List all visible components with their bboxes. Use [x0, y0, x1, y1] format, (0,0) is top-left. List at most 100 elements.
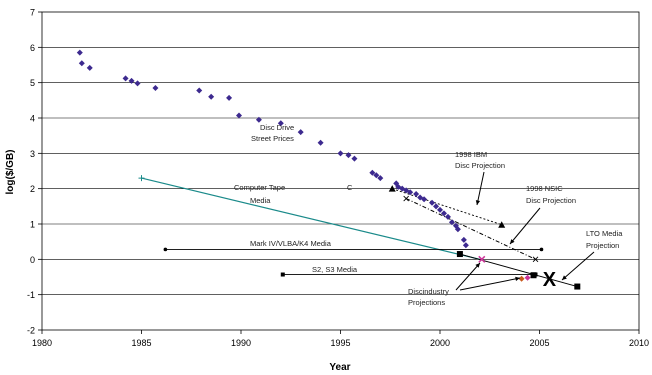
x-axis-ticks: 1980 1985 1990 1995 2000 2005 2010	[32, 330, 649, 348]
disc-price-point	[433, 203, 440, 210]
annot-lto-1: LTO Media	[586, 229, 623, 238]
disc-price-point	[448, 219, 455, 226]
nsic-arrow	[509, 207, 541, 245]
annot-nsic-2: Disc Projection	[526, 196, 576, 205]
disc-price-point	[78, 60, 85, 67]
lto-arrow	[561, 251, 595, 281]
disc-price-point	[255, 116, 262, 123]
annot-s2-s3: S2, S3 Media	[312, 265, 358, 274]
disc-price-point	[462, 242, 469, 249]
data-points: X	[76, 49, 581, 291]
disc-price-point	[76, 49, 83, 56]
annot-disc-drive-2: Street Prices	[251, 134, 294, 143]
y-tick-label: 7	[30, 8, 35, 18]
y-axis-label: log($/GB)	[5, 150, 16, 195]
annot-c: C	[347, 183, 353, 192]
x-tick-label: 1985	[131, 338, 151, 348]
discindustry-point	[478, 255, 486, 263]
disc-price-point	[369, 169, 376, 176]
disc-price-point	[373, 172, 380, 179]
discindustry-arrow-1-head	[475, 263, 480, 268]
y-tick-label: 1	[30, 220, 35, 230]
ibm-arrow	[476, 171, 485, 206]
y-axis-ticks: -2 -1 0 1 2 3 4 5 6 7	[27, 8, 42, 336]
disc-price-point	[351, 155, 358, 162]
annot-discindustry-2: Projections	[408, 298, 445, 307]
disc-price-point	[454, 226, 461, 233]
annot-nsic-1: 1998 NSIC	[526, 184, 563, 193]
x-axis-label: Year	[329, 362, 350, 373]
gridlines	[42, 47, 639, 295]
tape-start-marker	[138, 175, 145, 182]
disc-price-point	[444, 213, 451, 220]
y-tick-label: 3	[30, 149, 35, 159]
disc-price-point	[122, 75, 129, 82]
annot-disc-drive-1: Disc Drive	[260, 123, 294, 132]
annot-computer-tape-2: Media	[250, 196, 271, 205]
mark-iv-point	[163, 247, 168, 252]
disc-price-point	[152, 84, 159, 91]
lto-arrow-head	[562, 275, 567, 280]
y-tick-label: 2	[30, 184, 35, 194]
y-tick-label: -1	[27, 290, 35, 300]
x-tick-label: 2000	[430, 338, 450, 348]
y-tick-label: 4	[30, 114, 35, 124]
discindustry-arrow-2	[459, 277, 521, 291]
disc-price-point	[196, 87, 203, 94]
y-tick-label: 0	[30, 255, 35, 265]
disc-price-point	[208, 93, 215, 100]
annot-ibm-2: Disc Projection	[455, 161, 505, 170]
nsic-projection-point	[532, 256, 539, 263]
computer-tape-line	[141, 177, 480, 260]
discindustry-point	[518, 275, 525, 282]
x-tick-label: 2005	[529, 338, 549, 348]
annot-mark-iv: Mark IV/VLBA/K4 Media	[250, 239, 332, 248]
disc-price-point	[440, 210, 447, 217]
y-tick-label: 5	[30, 78, 35, 88]
disc-price-point	[413, 190, 420, 197]
disc-price-point	[429, 199, 436, 206]
ibm-projection-point	[388, 185, 396, 192]
discindustry-arrow-2-head	[515, 276, 520, 282]
disc-price-point	[226, 94, 233, 101]
disc-price-point	[337, 150, 344, 157]
disc-price-point	[437, 206, 443, 213]
lto-projection-point	[456, 251, 463, 258]
x-tick-label: 1990	[231, 338, 251, 348]
disc-price-point	[236, 112, 243, 119]
annotations: Disc Drive Street Prices Computer Tape M…	[234, 123, 623, 307]
y-tick-label: 6	[30, 43, 35, 53]
disc-price-point	[134, 80, 141, 87]
disc-price-point	[345, 152, 352, 159]
lto-projection-line	[459, 253, 578, 287]
x-tick-label: 1995	[330, 338, 350, 348]
x-tick-label: 2010	[629, 338, 649, 348]
ibm-projection-line	[392, 188, 502, 226]
disc-price-point	[407, 189, 414, 196]
annot-lto-2: Projection	[586, 241, 619, 250]
disc-price-point	[317, 139, 324, 146]
disc-price-point	[421, 196, 428, 203]
x-marker: X	[543, 269, 557, 291]
nsic-projection-line	[405, 198, 536, 260]
disc-price-point	[277, 120, 284, 127]
nsic-arrow-head	[510, 239, 515, 244]
nsic-projection-point	[403, 195, 409, 202]
annot-ibm-1: 1998 IBM	[455, 150, 487, 159]
s2-s3-point	[280, 272, 285, 277]
annot-computer-tape-1: Computer Tape	[234, 183, 285, 192]
annot-discindustry-1: Discindustry	[408, 287, 449, 296]
series-lines	[141, 177, 578, 287]
lto-projection-point	[574, 283, 581, 290]
disc-price-point	[86, 64, 93, 71]
discindustry-point	[524, 274, 531, 281]
discindustry-arrow-1	[455, 262, 481, 291]
ibm-projection-point	[498, 221, 506, 228]
ibm-arrow-head	[475, 200, 481, 205]
disc-price-point	[128, 77, 135, 84]
x-tick-label: 1980	[32, 338, 52, 348]
disc-price-point	[297, 129, 304, 136]
y-tick-label: -2	[27, 326, 35, 336]
disc-price-point	[460, 236, 467, 243]
